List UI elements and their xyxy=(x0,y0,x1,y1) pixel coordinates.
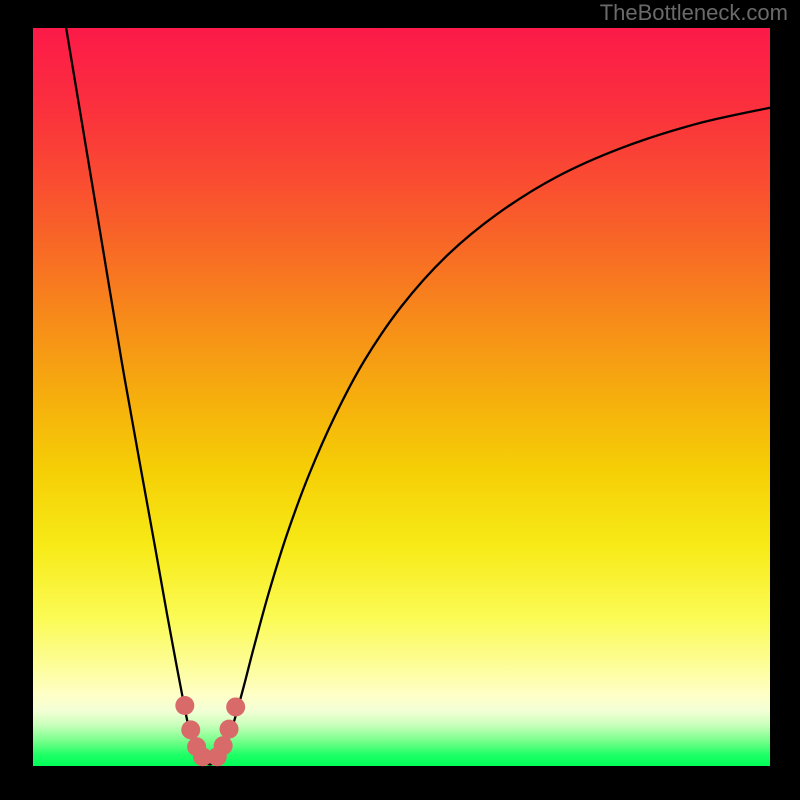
bottleneck-chart xyxy=(0,0,800,800)
curve-marker xyxy=(220,720,239,739)
curve-marker xyxy=(175,696,194,715)
curve-marker xyxy=(181,720,200,739)
plot-background xyxy=(33,28,770,766)
curve-marker xyxy=(214,736,233,755)
chart-frame: TheBottleneck.com xyxy=(0,0,800,800)
watermark-text: TheBottleneck.com xyxy=(600,0,788,26)
curve-marker xyxy=(226,697,245,716)
